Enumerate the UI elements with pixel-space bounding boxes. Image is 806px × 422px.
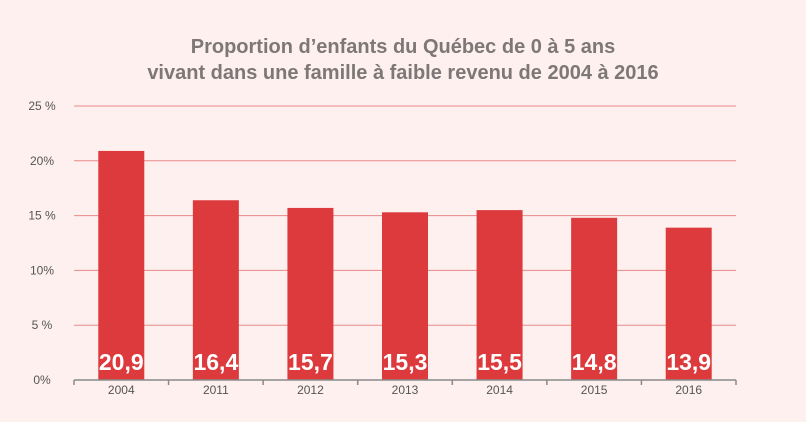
bar [665,227,712,380]
chart-title: Proportion d’enfants du Québec de 0 à 5 … [0,34,806,86]
y-tick-label: 0% [33,373,51,387]
chart-title-line-1: Proportion d’enfants du Québec de 0 à 5 … [190,36,616,58]
bar [287,207,334,380]
y-tick-label: 5 % [32,318,53,332]
x-tick-label: 2013 [392,383,419,397]
y-tick-label: 20% [30,154,54,168]
y-tick-label: 25 % [28,99,56,113]
x-tick-label: 2004 [108,383,135,397]
data-label: 15,7 [288,349,333,375]
bar [98,150,145,380]
x-tick-label: 2012 [297,383,324,397]
bar [476,210,523,380]
bar [382,212,428,380]
data-label: 15,5 [477,349,522,375]
data-label: 15,3 [383,349,428,375]
data-label: 20,9 [99,349,144,375]
x-tick-label: 2014 [486,383,513,397]
x-tick-label: 2015 [581,383,608,397]
bar [192,200,239,380]
data-label: 16,4 [193,349,238,375]
y-tick-label: 10% [30,263,54,277]
y-tick-label: 15 % [28,209,56,223]
chart-title-line-2: vivant dans une famille à faible revenu … [147,62,659,84]
bar [571,217,618,380]
x-tick-label: 2016 [675,383,702,397]
data-label: 13,9 [666,349,711,375]
data-label: 14,8 [572,349,617,375]
x-tick-label: 2011 [203,383,229,397]
